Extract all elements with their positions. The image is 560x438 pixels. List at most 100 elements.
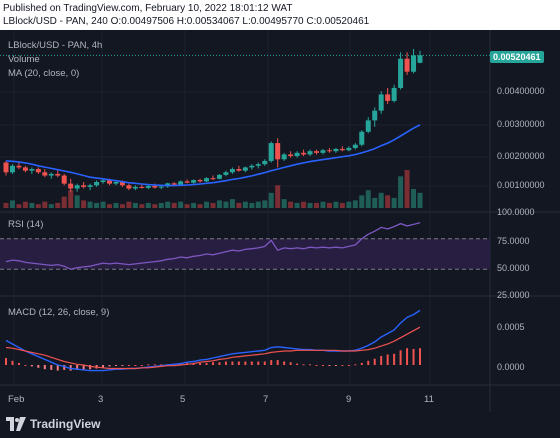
- candle-body: [158, 186, 164, 188]
- volume-bar: [74, 195, 80, 208]
- candle-body: [9, 165, 15, 173]
- macd-histogram-bar: [153, 364, 156, 366]
- candle-body: [178, 181, 184, 185]
- time-tick: 3: [98, 394, 104, 405]
- candle-body: [68, 183, 74, 189]
- volume-bar: [404, 170, 410, 208]
- macd-histogram-bar: [205, 362, 208, 365]
- chart-canvas[interactable]: [0, 30, 560, 412]
- ohlc-line: LBlock/USD - PAN, 240 O:0.00497506 H:0.0…: [3, 16, 369, 27]
- macd-histogram-bar: [399, 350, 402, 365]
- legend-ma[interactable]: MA (20, close, 0): [8, 68, 80, 79]
- legend-symbol[interactable]: LBlock/USD - PAN, 4h: [8, 40, 103, 51]
- time-tick: 11: [424, 394, 434, 405]
- macd-histogram-bar: [30, 365, 33, 367]
- macd-tick: 0.0005: [497, 322, 525, 332]
- volume-bar: [255, 201, 261, 208]
- price-tick: 0.00200000: [497, 151, 545, 161]
- macd-histogram-bar: [360, 362, 363, 365]
- macd-histogram-bar: [289, 362, 292, 365]
- volume-bar: [229, 199, 235, 208]
- macd-histogram-bar: [147, 364, 150, 366]
- rsi-tick: 100.0000: [497, 207, 535, 217]
- candle-body: [288, 154, 294, 157]
- candle-body: [346, 147, 352, 151]
- candle-body: [100, 180, 106, 183]
- volume-bar: [294, 202, 300, 208]
- macd-histogram-bar: [237, 361, 240, 365]
- volume-bar: [223, 201, 229, 208]
- time-tick: Feb: [8, 394, 25, 405]
- price-tick: 0.00400000: [497, 86, 545, 96]
- tradingview-logo[interactable]: TradingView: [6, 417, 100, 431]
- macd-histogram-bar: [43, 365, 46, 370]
- volume-bar: [372, 197, 378, 208]
- volume-bar: [301, 201, 307, 208]
- candle-body: [314, 151, 319, 153]
- volume-bar: [339, 202, 345, 208]
- candle-body: [372, 110, 378, 121]
- candle-body: [294, 152, 300, 157]
- macd-histogram-bar: [321, 365, 324, 366]
- volume-bar: [320, 201, 326, 208]
- candle-body: [171, 183, 177, 185]
- candle-body: [81, 185, 87, 187]
- volume-bar: [314, 202, 319, 208]
- macd-histogram-bar: [89, 365, 92, 370]
- macd-histogram-bar: [5, 358, 7, 365]
- macd-histogram-bar: [212, 362, 214, 365]
- macd-histogram-bar: [114, 365, 117, 366]
- candle-body: [139, 186, 145, 188]
- macd-histogram-bar: [127, 365, 130, 366]
- candle-body: [281, 154, 287, 160]
- volume-bar: [132, 202, 138, 208]
- macd-tick: 0.0000: [497, 362, 525, 372]
- volume-bar: [417, 192, 423, 208]
- candle-body: [417, 55, 423, 63]
- macd-histogram-bar: [224, 361, 227, 365]
- candle-body: [184, 181, 190, 183]
- volume-bar: [236, 202, 242, 208]
- candle-body: [216, 174, 222, 179]
- volume-bar: [3, 202, 9, 208]
- volume-bar: [113, 202, 119, 208]
- candle-body: [22, 167, 28, 171]
- macd-histogram-bar: [121, 365, 124, 366]
- chart-area[interactable]: LBlock/USD - PAN, 4h Volume MA (20, clos…: [0, 30, 560, 412]
- macd-histogram-bar: [63, 365, 66, 370]
- volume-bar: [398, 176, 404, 208]
- candle-body: [391, 87, 397, 101]
- macd-histogram-bar: [412, 348, 415, 365]
- tradingview-icon: [6, 417, 26, 431]
- macd-histogram-bar: [263, 361, 266, 365]
- time-tick: 5: [180, 394, 186, 405]
- time-tick: 9: [346, 394, 352, 405]
- volume-bar: [378, 192, 384, 208]
- legend-volume[interactable]: Volume: [8, 54, 40, 65]
- price-tick: 0.00100000: [497, 180, 545, 190]
- candle-body: [268, 143, 274, 161]
- volume-bar: [326, 202, 332, 208]
- volume-bar: [119, 204, 125, 208]
- legend-rsi[interactable]: RSI (14): [8, 219, 44, 230]
- macd-histogram-bar: [56, 365, 59, 371]
- candle-body: [132, 186, 138, 189]
- volume-bar: [35, 204, 41, 208]
- macd-histogram-bar: [50, 365, 53, 370]
- candle-body: [352, 144, 358, 148]
- macd-histogram-bar: [373, 358, 376, 365]
- volume-bar: [346, 201, 352, 208]
- volume-bar: [204, 201, 210, 208]
- candle-body: [42, 172, 48, 176]
- volume-bar: [352, 200, 358, 208]
- volume-bar: [9, 200, 15, 208]
- macd-histogram-bar: [386, 354, 389, 365]
- macd-histogram-bar: [17, 362, 20, 365]
- legend-macd[interactable]: MACD (12, 26, close, 9): [8, 307, 110, 318]
- candle-body: [197, 180, 203, 182]
- candle-body: [249, 165, 255, 168]
- volume-bar: [210, 202, 216, 208]
- candle-body: [35, 169, 41, 173]
- volume-bar: [178, 201, 184, 208]
- volume-bar: [81, 200, 87, 208]
